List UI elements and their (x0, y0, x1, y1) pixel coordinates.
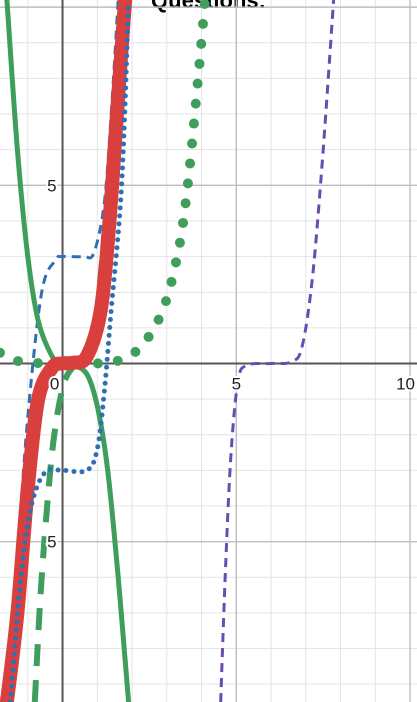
y-tick-label: 5 (47, 533, 56, 552)
series-line-blue-dotted (7, 0, 132, 702)
y-tick-label: 5 (47, 176, 56, 195)
x-tick-label: 0 (50, 374, 59, 393)
x-tick-label: 10 (396, 374, 415, 393)
series-line-red-solid (0, 0, 133, 702)
series-layer (0, 0, 336, 702)
x-tick-label: 5 (232, 374, 241, 393)
series-line-purple-dashed (219, 0, 336, 702)
tick-labels: 0 5 10 5 5 (45, 174, 417, 553)
